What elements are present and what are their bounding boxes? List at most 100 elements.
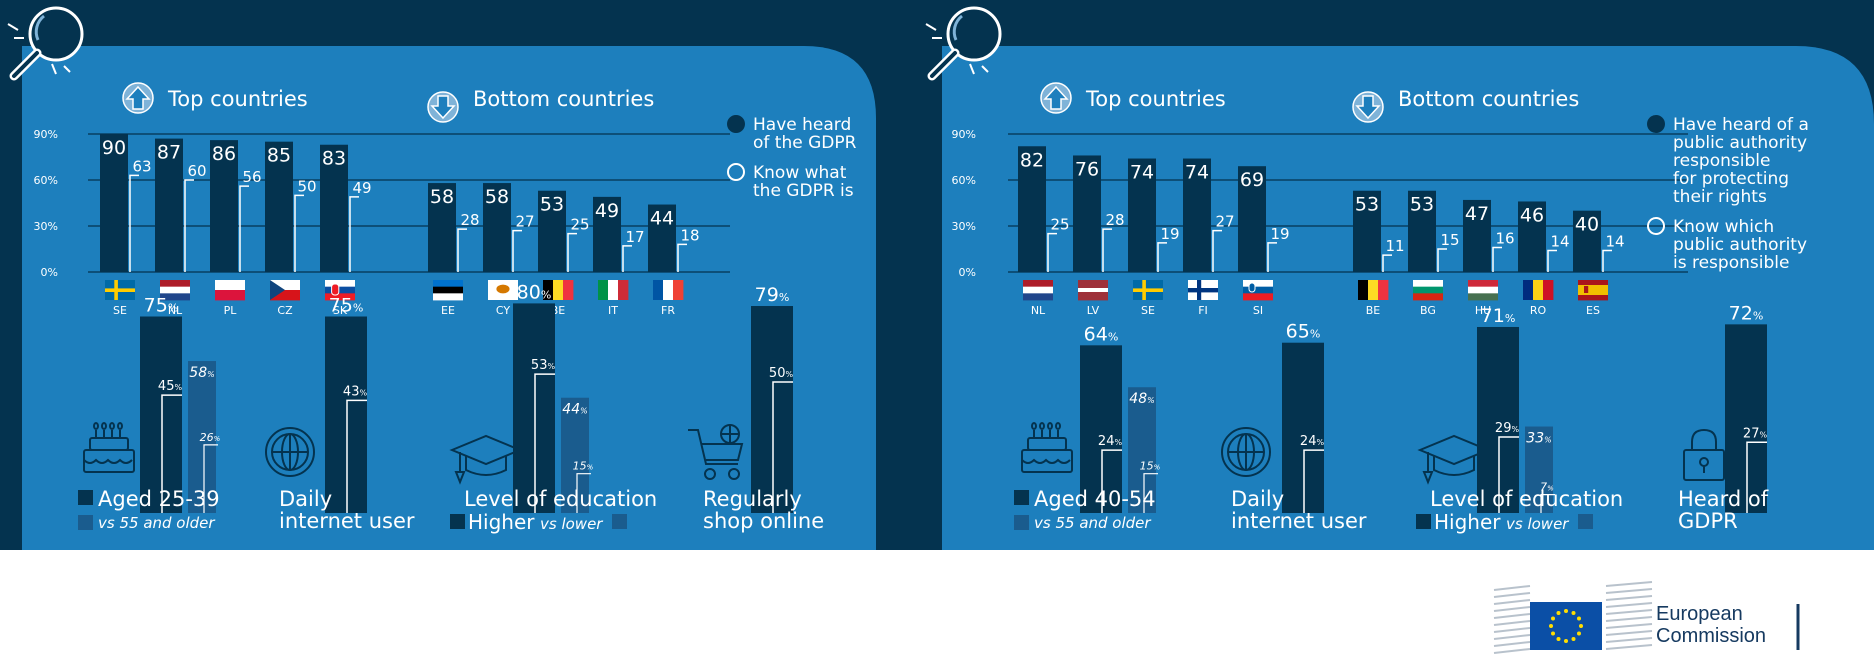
- flag-si-icon: [1243, 280, 1273, 301]
- flag-it-icon: [598, 280, 629, 300]
- bottom-countries-heading: Bottom countries: [473, 87, 654, 111]
- x-tick-label: SE: [1141, 304, 1155, 317]
- bar-inner-label: 50%: [769, 366, 794, 381]
- bar-secondary-label: 33%: [1526, 431, 1551, 447]
- bar-value-label: 49: [352, 179, 371, 197]
- y-tick-label: 60%: [34, 174, 58, 187]
- bar-main: [1282, 342, 1324, 513]
- bar-value-label: 53: [540, 194, 564, 216]
- flag-be-icon: [1358, 280, 1389, 300]
- bar-value-label: 25: [570, 216, 589, 234]
- bar-value-label: 49: [595, 200, 619, 222]
- x-tick-label: ES: [1586, 304, 1600, 317]
- bar-main: [325, 316, 367, 513]
- x-tick-label: NL: [1031, 304, 1046, 317]
- bar-secondary-inner-label: 15%: [573, 460, 594, 473]
- x-tick-label: EE: [441, 304, 455, 317]
- bar-inner-label: 43%: [343, 384, 368, 399]
- demographic-label: Level of education: [464, 487, 657, 511]
- legend-label: Have heard: [753, 115, 851, 135]
- bar-value-label: 74: [1130, 162, 1154, 184]
- bar-value-label: 69: [1240, 169, 1264, 191]
- bar-main-label: 79%: [755, 284, 790, 306]
- bar-inner-label: 45%: [158, 379, 183, 394]
- bar-value-label: 16: [1495, 229, 1514, 247]
- x-tick-label: CZ: [277, 304, 293, 317]
- eu-star: [1571, 636, 1576, 641]
- education-vs-lower-label: vs lower: [540, 515, 603, 533]
- demographic-sublabel: vs 55 and older: [98, 514, 215, 532]
- bar-secondary-inner: [1143, 473, 1158, 513]
- bar-value-label: 28: [460, 211, 479, 229]
- bar-value-label: 17: [625, 228, 644, 246]
- bar-know: [1437, 248, 1447, 272]
- bar-heard: [265, 141, 293, 272]
- bar-inner: [1303, 449, 1324, 513]
- panel-right-background: [942, 46, 1874, 550]
- bar-secondary-label: 44%: [562, 402, 587, 418]
- bar-main: [513, 303, 555, 513]
- bar-secondary: [561, 397, 589, 513]
- legend-label: public authority: [1673, 235, 1807, 255]
- legend-outline-marker: [1647, 217, 1665, 235]
- demographic-label: Daily: [279, 487, 332, 511]
- bar-secondary: [188, 361, 216, 513]
- bar-secondary: [1525, 426, 1553, 513]
- demographic-item: 75% 45% 58% 26% Aged 25-39 vs 55 and older: [78, 295, 221, 532]
- legend-label: responsible: [1673, 151, 1770, 171]
- bar-value-label: 46: [1520, 204, 1544, 226]
- bar-secondary-inner: [1540, 494, 1555, 513]
- eu-star: [1576, 616, 1581, 621]
- legend-label: Know what: [753, 163, 847, 183]
- european-commission-logo: [1493, 581, 1800, 654]
- bar-inner: [1746, 441, 1767, 513]
- bar-main: [751, 306, 793, 513]
- bar-main: [1477, 326, 1519, 513]
- bar-secondary-inner-label: 7%: [1540, 481, 1554, 494]
- x-tick-label: HU: [1475, 304, 1491, 317]
- bar-heard: [1073, 155, 1101, 272]
- y-tick-label: 0%: [959, 266, 976, 279]
- bar-value-label: 74: [1185, 162, 1209, 184]
- bar-know: [512, 229, 522, 272]
- x-tick-label: CY: [496, 304, 510, 317]
- flag-cy-icon: [488, 280, 518, 300]
- flag-be-icon: [543, 280, 574, 300]
- globe-icon: [265, 427, 315, 477]
- magnifier-icon: [925, 6, 1002, 81]
- bar-know: [349, 196, 359, 272]
- panel-1: Top countries Bottom countries 90% 60% 30% 0%…: [7, 6, 857, 534]
- eu-star: [1564, 609, 1568, 613]
- bar-main: [1725, 324, 1767, 513]
- bar-value-label: 60: [187, 162, 206, 180]
- bar-know: [677, 243, 687, 272]
- bar-value-label: 19: [1270, 225, 1289, 243]
- swatch-dark: [1014, 490, 1029, 505]
- bar-know: [1492, 246, 1502, 272]
- panel-2: Top countries Bottom countries 90% 60% 30% 0%…: [925, 6, 1809, 534]
- bar-heard: [1573, 210, 1601, 272]
- flag-es-icon: [1578, 280, 1608, 301]
- bar-value-label: 82: [1020, 149, 1044, 171]
- bar-know: [294, 194, 304, 272]
- flag-se-icon: [105, 280, 135, 300]
- arrow-down-icon: [1352, 91, 1384, 123]
- bar-know: [622, 245, 632, 272]
- legend-label: Know which: [1673, 217, 1774, 237]
- y-tick-label: 90%: [34, 128, 58, 141]
- bar-heard: [1128, 158, 1156, 272]
- bar-secondary-inner-label: 26%: [200, 431, 221, 444]
- x-tick-label: FI: [1198, 304, 1208, 317]
- bar-know: [184, 179, 194, 272]
- bar-know: [457, 228, 467, 272]
- flag-bg-icon: [1413, 280, 1443, 301]
- bar-heard: [648, 204, 676, 272]
- flag-nl-icon: [160, 280, 190, 301]
- bar-main-label: 80%: [517, 281, 552, 303]
